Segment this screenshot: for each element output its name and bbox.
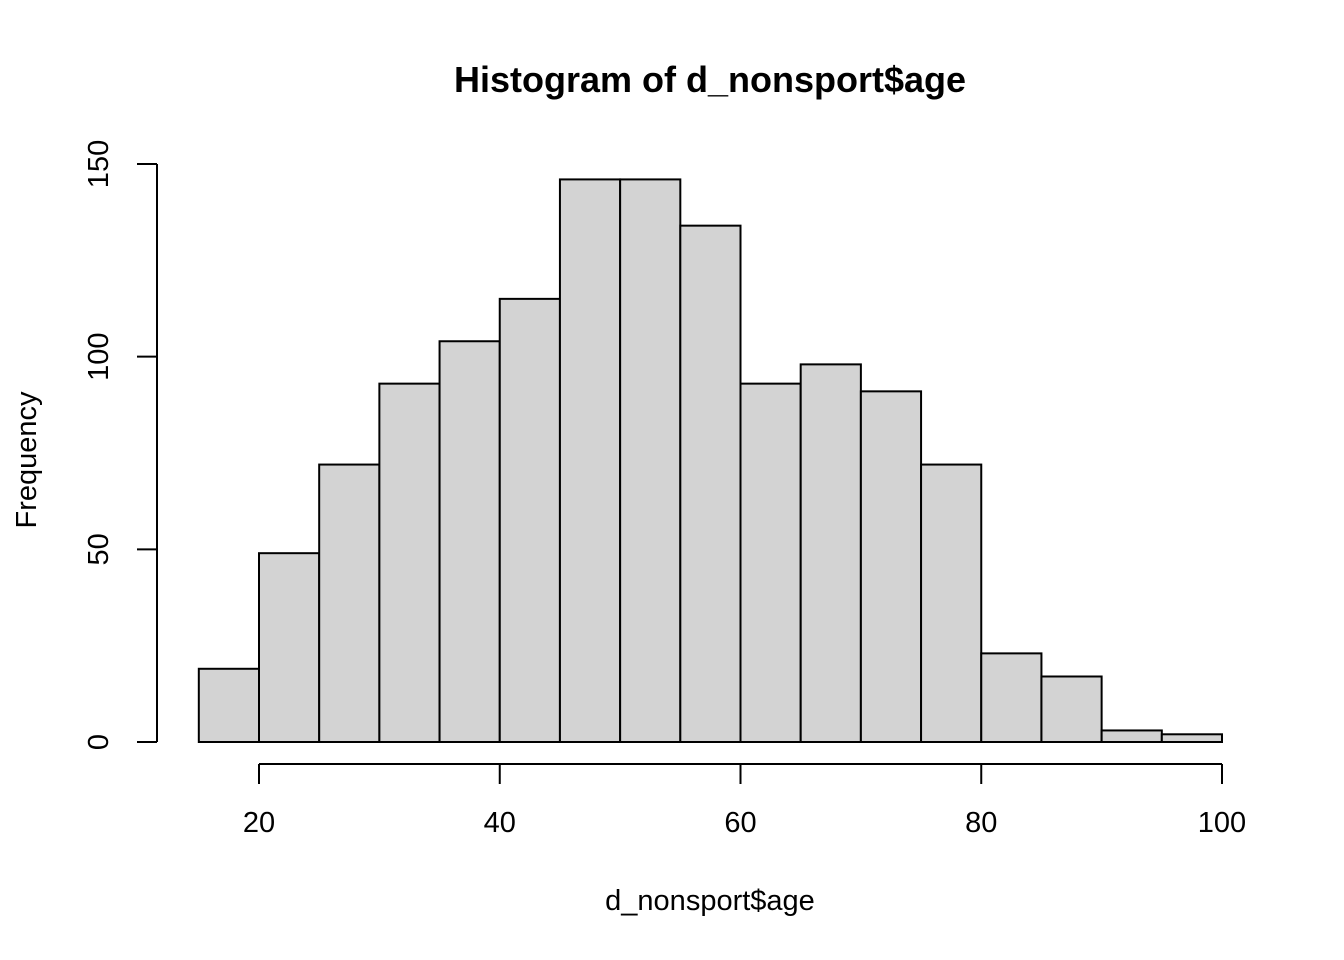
x-tick-label: 60 [724, 807, 756, 839]
histogram-bar [619, 178, 682, 743]
x-axis-label: d_nonsport$age [605, 885, 815, 917]
histogram-bar [920, 463, 983, 743]
histogram-bar [438, 340, 501, 743]
histogram-bar [739, 382, 802, 743]
histogram-bar [197, 667, 260, 744]
histogram-bar [859, 390, 923, 743]
y-tick-label: 150 [83, 140, 115, 188]
histogram-bar [679, 224, 742, 744]
histogram-bar [258, 552, 321, 743]
x-axis: 20 40 60 80 100 [243, 763, 1246, 839]
y-axis: 0 50 100 150 [83, 140, 158, 750]
y-axis-label: Frequency [11, 391, 43, 529]
bars-group [197, 178, 1223, 744]
histogram-bar [1040, 675, 1103, 744]
histogram-bar [558, 178, 622, 743]
histogram-bar [378, 382, 441, 743]
histogram-bar [1100, 729, 1163, 744]
histogram-bar [498, 297, 561, 743]
x-tick-label: 80 [965, 807, 997, 839]
x-tick-label: 20 [243, 807, 275, 839]
x-tick-label: 100 [1198, 807, 1246, 839]
histogram-bar [980, 652, 1043, 744]
y-tick-label: 0 [83, 734, 115, 750]
x-tick-label: 40 [484, 807, 516, 839]
y-tick-label: 50 [83, 533, 115, 565]
histogram-bar [1160, 733, 1223, 744]
y-tick-label: 100 [83, 332, 115, 380]
histogram-bar [799, 363, 862, 743]
chart-title: Histogram of d_nonsport$age [454, 59, 966, 100]
histogram-bar [318, 463, 381, 743]
